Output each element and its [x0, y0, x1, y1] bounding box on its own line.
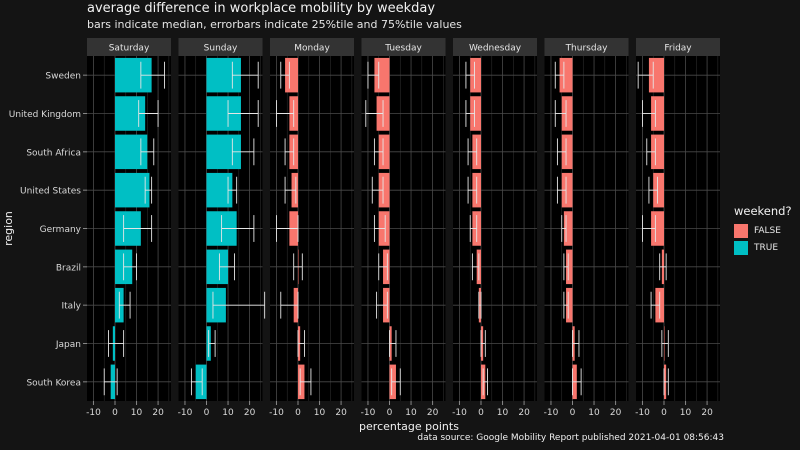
legend-title: weekend?	[734, 204, 792, 218]
x-tick-label-tuesday: 0	[387, 408, 393, 418]
legend: weekend? FALSE TRUE	[734, 204, 800, 256]
chart-title: average difference in workplace mobility…	[87, 1, 436, 16]
x-tick-label-sunday: 0	[204, 408, 210, 418]
x-tick-label-saturday: 0	[112, 408, 118, 418]
facet-tuesday: Tuesday -10 0 10 20	[361, 38, 446, 418]
strip-wednesday	[453, 38, 537, 56]
y-tick-label-brazil: Brazil	[56, 263, 81, 273]
strip-thursday	[544, 38, 629, 56]
y-axis-title: region	[2, 211, 15, 246]
legend-item-false: FALSE	[734, 222, 800, 239]
legend-key-true	[734, 240, 748, 255]
x-tick-label-monday: -10	[269, 408, 284, 418]
bar-tuesday-sweden	[374, 57, 390, 93]
strip-label-monday: Monday	[294, 44, 330, 54]
legend-label-true: TRUE	[754, 242, 779, 253]
x-tick-label-wednesday: 20	[518, 408, 530, 418]
bar-thursday-sweden	[559, 57, 573, 93]
bar-thursday-united-kingdom	[561, 96, 573, 131]
facet-saturday: Saturday -10 0 10 20	[86, 38, 171, 418]
x-tick-label-saturday: 20	[152, 408, 164, 418]
caption: data source: Google Mobility Report publ…	[417, 433, 724, 443]
y-tick-label-south-africa: South Africa	[26, 148, 81, 158]
bar-sunday-brazil	[206, 249, 229, 285]
bar-thursday-united-states	[561, 172, 573, 208]
x-tick-label-tuesday: 10	[405, 408, 417, 418]
bar-friday-united-kingdom	[651, 96, 664, 131]
x-tick-label-sunday: 20	[244, 408, 256, 418]
strip-saturday	[87, 38, 171, 56]
x-tick-label-friday: 0	[661, 408, 667, 418]
strip-label-friday: Friday	[664, 44, 692, 54]
legend-label-false: FALSE	[754, 225, 781, 236]
bar-friday-united-states	[653, 172, 664, 208]
bar-friday-sweden	[648, 57, 664, 93]
y-tick-label-italy: Italy	[61, 302, 81, 312]
x-tick-label-tuesday: -10	[361, 408, 376, 418]
x-axis-title: percentage points	[359, 420, 459, 433]
bar-saturday-united-states	[115, 172, 150, 208]
x-tick-label-wednesday: 0	[478, 408, 484, 418]
bar-thursday-south-africa	[561, 134, 573, 170]
y-tick-label-sweden: Sweden	[45, 72, 81, 82]
x-tick-label-friday: 10	[680, 408, 692, 418]
strip-tuesday	[361, 38, 446, 56]
bar-wednesday-sweden	[470, 57, 481, 93]
bar-thursday-italy	[566, 287, 573, 323]
x-tick-label-friday: -10	[635, 408, 650, 418]
bar-thursday-germany	[563, 211, 573, 246]
y-tick-label-south-korea: South Korea	[26, 378, 81, 388]
x-tick-label-tuesday: 20	[427, 408, 439, 418]
facet-monday: Monday -10 0 10 20	[269, 38, 354, 418]
y-tick-label-japan: Japan	[55, 340, 81, 350]
x-tick-label-friday: 20	[701, 408, 713, 418]
x-tick-label-thursday: 0	[570, 408, 576, 418]
facet-wednesday: Wednesday -10 0 10 20	[452, 38, 537, 418]
chart-subtitle: bars indicate median, errorbars indicate…	[87, 18, 462, 31]
x-tick-label-monday: 20	[335, 408, 347, 418]
strip-label-sunday: Sunday	[204, 44, 238, 54]
x-tick-label-thursday: 10	[588, 408, 600, 418]
x-tick-label-monday: 10	[314, 408, 326, 418]
y-tick-label-germany: Germany	[40, 225, 82, 235]
x-tick-label-sunday: -10	[178, 408, 193, 418]
x-tick-label-saturday: -10	[86, 408, 101, 418]
bar-thursday-brazil	[566, 249, 573, 285]
strip-label-tuesday: Tuesday	[384, 44, 422, 54]
x-tick-label-wednesday: 10	[497, 408, 509, 418]
bar-tuesday-united-states	[378, 172, 390, 208]
x-tick-label-wednesday: -10	[452, 408, 467, 418]
x-tick-label-thursday: -10	[544, 408, 559, 418]
x-tick-label-monday: 0	[295, 408, 301, 418]
strip-monday	[270, 38, 354, 56]
y-tick-label-united-kingdom: United Kingdom	[9, 110, 81, 120]
strip-friday	[636, 38, 720, 56]
facet-sunday: Sunday -10 0 10 20	[178, 38, 266, 418]
strip-label-wednesday: Wednesday	[469, 44, 522, 54]
bar-friday-south-africa	[651, 134, 664, 170]
legend-key-false	[734, 223, 748, 238]
bar-friday-germany	[651, 211, 664, 246]
legend-item-true: TRUE	[734, 239, 800, 256]
x-tick-label-saturday: 10	[131, 408, 143, 418]
x-tick-label-sunday: 10	[222, 408, 234, 418]
strip-sunday	[178, 38, 263, 56]
facet-friday: Friday -10 0 10 20	[635, 38, 720, 418]
x-tick-label-thursday: 20	[610, 408, 622, 418]
strip-label-thursday: Thursday	[565, 44, 609, 54]
facet-thursday: Thursday -10 0 10 20	[544, 38, 629, 418]
strip-label-saturday: Saturday	[109, 44, 150, 54]
bar-wednesday-united-kingdom	[470, 96, 481, 131]
bar-tuesday-south-africa	[378, 134, 390, 170]
bar-monday-sweden	[285, 57, 298, 93]
y-tick-label-united-states: United States	[20, 187, 81, 197]
